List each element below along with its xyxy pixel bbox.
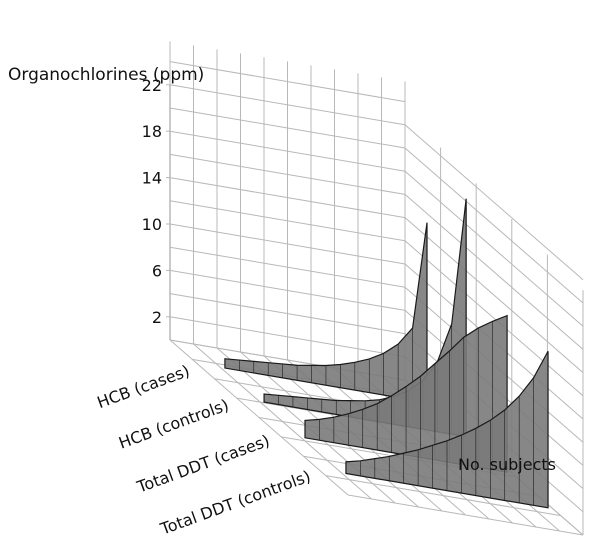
y-tick-label: 6 — [152, 261, 162, 280]
category-label: HCB (cases) — [95, 361, 193, 412]
category-labels: HCB (cases)HCB (controls)Total DDT (case… — [95, 361, 314, 539]
series-ribbon — [345, 350, 549, 509]
floor-gridline — [325, 475, 561, 517]
back-wall-gridline — [169, 130, 406, 172]
y-tick-labels: 2 6 10 14 18 22 — [142, 76, 162, 327]
series-ribbons — [224, 198, 549, 509]
back-wall-gridline — [169, 153, 406, 195]
y-tick-label: 14 — [142, 169, 162, 188]
back-wall-gridline — [169, 246, 406, 288]
side-wall-gridline — [404, 217, 584, 373]
side-wall-gridline — [404, 147, 584, 304]
back-wall-gridline — [169, 107, 406, 149]
back-wall-gridline — [169, 293, 406, 335]
side-wall-gridline — [404, 124, 584, 281]
category-label: HCB (controls) — [116, 395, 231, 452]
back-wall-gridline — [169, 177, 406, 219]
side-wall-gridline — [404, 194, 584, 350]
series-ribbon — [224, 222, 428, 404]
y-tick-label: 22 — [142, 76, 162, 95]
side-wall-gridline — [404, 170, 584, 327]
back-wall-gridline — [169, 269, 406, 311]
back-wall-gridline — [169, 223, 406, 265]
side-wall-gridline — [404, 240, 584, 397]
back-wall-gridline — [169, 316, 406, 358]
y-tick-label: 10 — [142, 215, 162, 234]
back-wall-gridline — [169, 200, 406, 242]
back-wall-gridline — [169, 61, 406, 103]
y-tick-label: 2 — [152, 308, 162, 327]
back-wall-gridline — [169, 84, 406, 126]
y-tick-label: 18 — [142, 122, 162, 141]
y-axis-label: Organochlorines (ppm) — [8, 65, 204, 85]
x-axis-label: No. subjects — [458, 455, 556, 474]
floor-gridline — [347, 494, 584, 536]
